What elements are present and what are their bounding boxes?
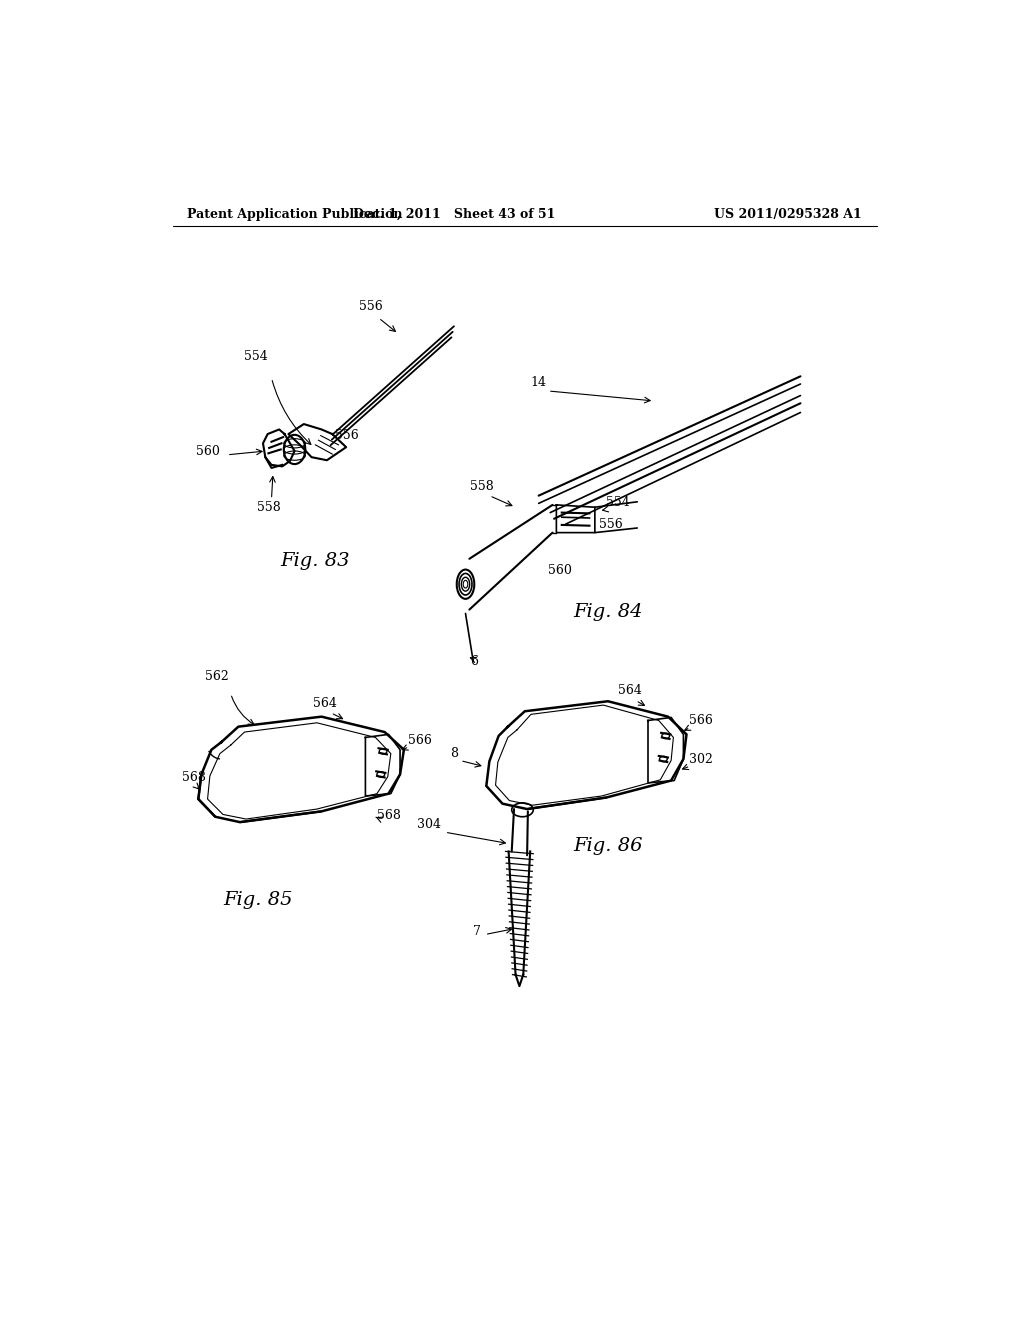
Text: 556: 556	[359, 300, 383, 313]
Text: 304: 304	[418, 818, 441, 832]
Text: Fig. 83: Fig. 83	[281, 553, 350, 570]
Text: Dec. 1, 2011   Sheet 43 of 51: Dec. 1, 2011 Sheet 43 of 51	[353, 209, 555, 222]
Text: 554: 554	[244, 350, 268, 363]
Text: 562: 562	[205, 671, 228, 684]
Text: Fig. 84: Fig. 84	[573, 602, 643, 620]
Text: 556: 556	[335, 429, 358, 442]
Text: 568: 568	[377, 809, 400, 822]
Text: 564: 564	[617, 684, 641, 697]
Text: 302: 302	[689, 752, 713, 766]
Text: 560: 560	[196, 445, 219, 458]
Text: 560: 560	[548, 564, 572, 577]
Text: 566: 566	[689, 714, 713, 727]
Text: 7: 7	[473, 924, 481, 937]
Text: 566: 566	[408, 734, 432, 747]
Text: Patent Application Publication: Patent Application Publication	[186, 209, 402, 222]
Text: 558: 558	[470, 479, 494, 492]
Text: US 2011/0295328 A1: US 2011/0295328 A1	[715, 209, 862, 222]
Text: 556: 556	[599, 517, 623, 531]
Text: 564: 564	[312, 697, 337, 710]
Text: 558: 558	[257, 502, 281, 513]
Text: Fig. 86: Fig. 86	[573, 837, 643, 855]
Text: 568: 568	[182, 771, 206, 784]
Text: Fig. 85: Fig. 85	[223, 891, 293, 909]
Text: 6: 6	[470, 655, 478, 668]
Text: 8: 8	[450, 747, 458, 760]
Text: 14: 14	[530, 376, 547, 388]
Text: 554: 554	[605, 496, 630, 510]
